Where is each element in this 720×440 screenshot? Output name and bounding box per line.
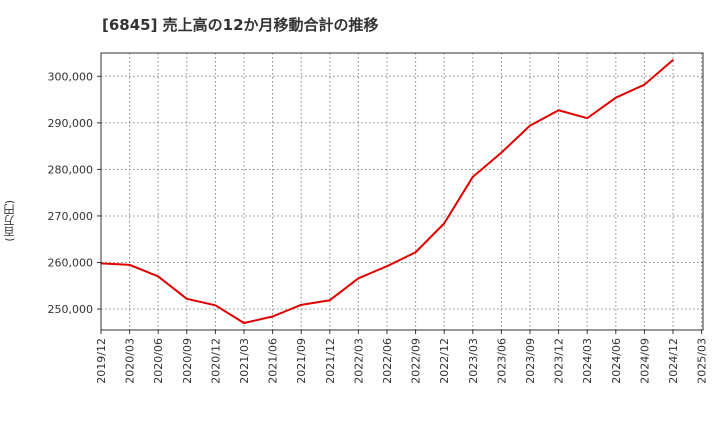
data-point [243,322,245,324]
y-tick-label: 280,000 [48,163,94,176]
data-point [157,275,159,278]
x-tick-label: 2023/12 [553,338,566,384]
data-point [615,96,617,99]
x-tick-label: 2019/12 [95,338,108,384]
data-point [672,59,674,61]
x-tick-label: 2022/03 [352,338,365,384]
data-point [128,264,131,266]
x-tick-label: 2023/09 [524,338,537,384]
data-point [186,298,188,300]
data-point [271,315,274,318]
data-point [472,176,474,178]
data-point [357,277,360,280]
x-tick-label: 2020/12 [209,338,222,384]
y-tick-label: 260,000 [48,256,94,269]
x-tick-label: 2024/03 [581,338,594,384]
chart-title: [6845] 売上高の12か月移動合計の推移 [102,16,379,34]
data-point [329,299,331,302]
data-point [386,265,388,268]
x-tick-label: 2021/03 [238,338,251,384]
data-point [529,124,531,127]
x-tick-label: 2022/09 [410,338,423,384]
x-tick-label: 2025/03 [696,338,709,384]
data-point [300,304,303,306]
x-tick-label: 2021/12 [324,338,337,384]
y-tick-label: 300,000 [48,70,94,83]
x-tick-label: 2022/06 [381,338,394,384]
grid-layer [101,53,703,330]
data-point [443,222,446,225]
data-point [643,83,646,86]
data-point [214,304,217,307]
x-tick-label: 2024/09 [638,338,651,384]
x-tick-label: 2023/06 [495,338,508,384]
series-layer [100,59,674,325]
x-tick-label: 2023/03 [467,338,480,384]
x-tick-label: 2021/06 [267,338,280,384]
x-tick-label: 2022/12 [438,338,451,384]
axis-layer: 250,000 260,000 270,000 280,000 290,000 300,0… [48,52,709,384]
y-tick-label: 270,000 [48,210,94,223]
x-tick-label: 2021/09 [295,338,308,384]
data-point [414,251,417,254]
x-tick-label: 2024/12 [667,338,680,384]
x-tick-label: 2024/06 [610,338,623,384]
data-point [586,117,588,119]
data-point [500,151,503,154]
x-tick-label: 2020/03 [124,338,137,384]
plot-frame [100,52,704,331]
x-tick-label: 2020/09 [181,338,194,384]
y-tick-label: 250,000 [48,303,94,316]
x-tick-label: 2020/06 [152,338,165,384]
data-point [557,109,560,112]
y-tick-label: 290,000 [48,117,94,130]
series-line [100,59,674,325]
